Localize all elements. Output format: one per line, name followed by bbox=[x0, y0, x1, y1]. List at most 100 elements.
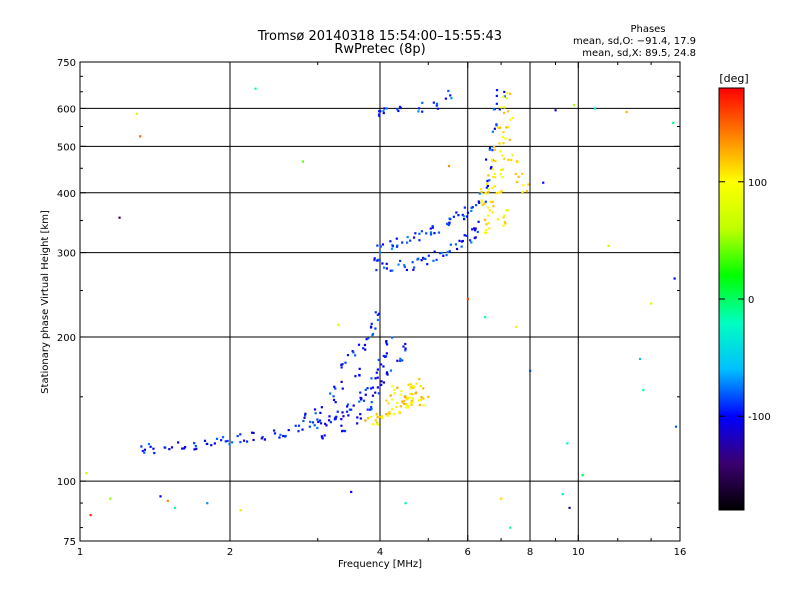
data-point bbox=[340, 366, 343, 369]
data-point bbox=[385, 399, 388, 402]
data-point bbox=[313, 424, 316, 427]
data-point bbox=[410, 402, 413, 405]
data-point bbox=[517, 175, 520, 178]
data-point bbox=[357, 343, 361, 346]
data-point bbox=[500, 106, 503, 109]
data-point bbox=[422, 387, 425, 390]
data-point bbox=[502, 142, 505, 145]
data-point bbox=[404, 502, 407, 505]
data-point bbox=[492, 175, 495, 179]
data-point bbox=[341, 430, 344, 433]
data-point bbox=[521, 190, 524, 194]
data-point bbox=[228, 443, 231, 446]
chart-title: Tromsø 20140318 15:54:00–15:55:43 bbox=[257, 29, 502, 44]
data-point bbox=[374, 419, 377, 422]
data-point bbox=[378, 259, 381, 262]
data-point bbox=[85, 471, 88, 475]
data-point bbox=[489, 167, 492, 170]
data-point bbox=[493, 185, 496, 188]
data-point bbox=[487, 190, 490, 194]
data-point bbox=[402, 345, 405, 348]
data-point bbox=[352, 351, 355, 354]
data-point bbox=[398, 105, 402, 108]
data-point bbox=[477, 220, 480, 223]
data-point bbox=[427, 395, 430, 399]
y-tick-label: 200 bbox=[57, 333, 76, 344]
data-point bbox=[139, 135, 142, 138]
data-point bbox=[342, 429, 345, 432]
data-point bbox=[511, 154, 514, 157]
data-point bbox=[336, 410, 339, 413]
data-point bbox=[358, 374, 361, 377]
data-point bbox=[406, 406, 409, 409]
data-point bbox=[410, 403, 413, 406]
data-point bbox=[505, 126, 508, 129]
data-point bbox=[491, 167, 495, 171]
data-point bbox=[297, 430, 300, 433]
data-point bbox=[364, 419, 367, 422]
data-point bbox=[494, 159, 497, 163]
data-point bbox=[497, 191, 500, 194]
data-point bbox=[314, 412, 317, 415]
data-point bbox=[302, 419, 305, 423]
data-point bbox=[375, 421, 379, 424]
data-point bbox=[496, 218, 500, 221]
data-point bbox=[501, 168, 504, 171]
data-point bbox=[359, 391, 362, 394]
data-point bbox=[309, 420, 312, 423]
data-point bbox=[495, 94, 498, 98]
data-point bbox=[419, 384, 422, 388]
data-point bbox=[642, 388, 645, 392]
data-point bbox=[429, 233, 433, 236]
data-point bbox=[224, 440, 227, 443]
data-point bbox=[521, 172, 524, 175]
y-tick-label: 300 bbox=[57, 249, 76, 260]
data-point bbox=[143, 451, 146, 454]
data-point bbox=[427, 254, 430, 257]
data-point bbox=[183, 447, 186, 450]
data-point bbox=[370, 407, 373, 411]
data-point bbox=[341, 387, 344, 390]
data-point bbox=[498, 108, 501, 111]
data-point bbox=[378, 312, 381, 315]
data-point bbox=[405, 403, 408, 406]
data-point bbox=[337, 323, 340, 327]
data-point bbox=[369, 415, 372, 419]
data-point bbox=[319, 422, 323, 425]
data-point bbox=[488, 148, 491, 151]
data-point bbox=[501, 135, 505, 139]
data-point bbox=[388, 412, 391, 415]
data-point bbox=[404, 347, 407, 350]
data-point bbox=[159, 495, 162, 498]
data-point bbox=[421, 110, 424, 113]
data-point bbox=[366, 387, 369, 390]
data-point bbox=[491, 200, 494, 204]
data-point bbox=[507, 158, 510, 161]
data-point bbox=[403, 265, 406, 269]
data-point bbox=[386, 414, 389, 417]
data-point bbox=[485, 223, 488, 226]
data-point bbox=[493, 148, 497, 151]
data-point bbox=[284, 435, 287, 438]
data-point bbox=[261, 435, 264, 439]
data-point bbox=[371, 332, 375, 336]
data-point bbox=[297, 424, 301, 427]
data-point bbox=[425, 232, 428, 235]
data-point bbox=[500, 168, 503, 172]
colorbar-tick-label: 0 bbox=[748, 295, 754, 306]
data-point bbox=[484, 200, 487, 203]
data-point bbox=[397, 109, 400, 113]
phase-colorbar: [deg] 100 0 -100 bbox=[718, 72, 771, 511]
data-point bbox=[465, 234, 468, 237]
data-point bbox=[376, 259, 379, 262]
data-point bbox=[471, 206, 474, 209]
data-point bbox=[448, 221, 451, 224]
data-point bbox=[303, 414, 307, 417]
stats-o-mode: mean, sd,O: −91.4, 17.9 bbox=[573, 36, 696, 47]
colorbar-tick-label: -100 bbox=[748, 412, 771, 423]
data-point bbox=[433, 250, 436, 253]
data-point bbox=[412, 236, 416, 239]
data-point bbox=[485, 182, 489, 185]
data-point bbox=[370, 401, 373, 404]
stats-heading: Phases bbox=[630, 24, 665, 35]
